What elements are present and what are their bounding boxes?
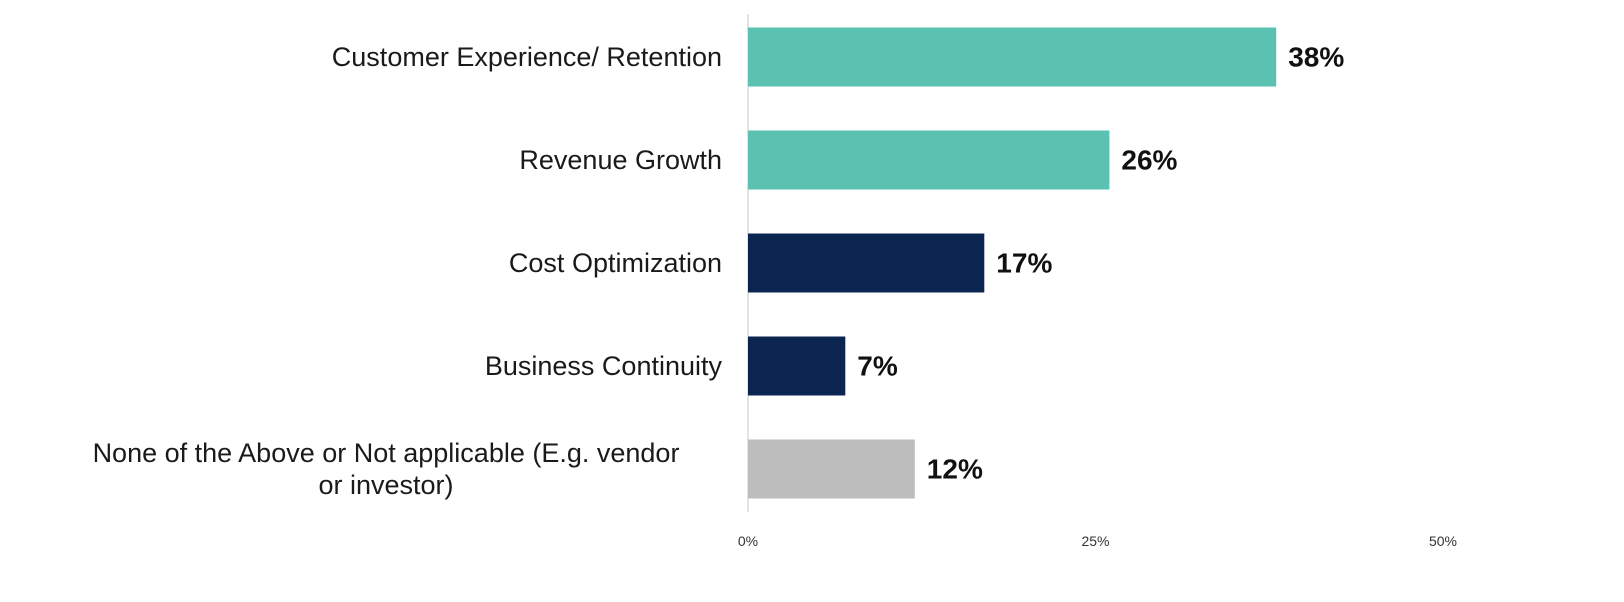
x-tick-labels-group: 0% 25% 50% — [738, 533, 1457, 549]
category-labels-group: Customer Experience/ Retention Revenue Gr… — [93, 42, 723, 500]
bar-2 — [748, 130, 1110, 190]
bar-3 — [748, 233, 985, 293]
bar-5 — [748, 439, 915, 499]
x-tick-label-1: 0% — [738, 533, 758, 549]
value-labels-group: 38% 26% 17% 7% 12% — [857, 42, 1344, 485]
category-label-5-line-2: or investor) — [318, 470, 453, 500]
value-label-4: 7% — [857, 351, 898, 382]
x-tick-label-3: 50% — [1429, 533, 1457, 549]
value-label-2: 26% — [1121, 145, 1177, 176]
value-label-1: 38% — [1288, 42, 1344, 73]
category-label-2: Revenue Growth — [519, 145, 722, 175]
bar-1 — [748, 27, 1277, 87]
category-label-4: Business Continuity — [485, 351, 723, 381]
bars-group — [748, 27, 1277, 499]
category-label-3: Cost Optimization — [509, 248, 722, 278]
category-label-5: None of the Above or Not applicable (E.g… — [93, 438, 680, 500]
category-label-1: Customer Experience/ Retention — [332, 42, 722, 72]
value-label-5: 12% — [927, 454, 983, 485]
value-label-3: 17% — [996, 248, 1052, 279]
bar-4 — [748, 336, 846, 396]
x-tick-label-2: 25% — [1081, 533, 1109, 549]
category-label-5-line-1: None of the Above or Not applicable (E.g… — [93, 438, 680, 468]
